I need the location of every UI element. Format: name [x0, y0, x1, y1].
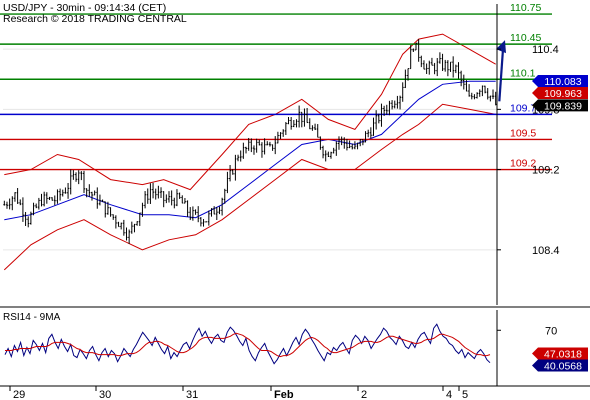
price-tag-last-bg: [532, 99, 588, 112]
forecast-arrow-head: [496, 40, 506, 54]
rsi-title: RSI14 - 9MA: [3, 312, 61, 323]
rsi-panel: 70: [4, 323, 557, 365]
level-label-110-45: 110.45: [510, 32, 541, 44]
chart-title: USD/JPY - 30min - 09:14:34 (CET): [3, 2, 166, 14]
price-tag-ma-label: 110.083: [544, 76, 581, 88]
rsi-tag-signal-label: 47.0318: [544, 349, 582, 361]
x-tick-label: Feb: [274, 389, 294, 400]
bollinger-bands: [3, 33, 496, 271]
candles: [3, 39, 497, 244]
rsi-tag-signal-bg: [532, 347, 588, 360]
price-tag-last-label: 109.839: [544, 100, 582, 112]
rsi-tag-rsi-label: 40.0568: [544, 361, 582, 373]
x-tick-label: 29: [13, 389, 25, 400]
level-label-109-5: 109.5: [510, 127, 536, 139]
price-tag-ma-bg: [532, 74, 588, 87]
x-tick-label: 2: [361, 389, 367, 400]
x-tick-label: 30: [99, 389, 111, 400]
y-tick-label: 108.4: [532, 245, 560, 257]
x-axis-labels: 29 30 31 Feb 2 4 5: [9, 386, 468, 400]
price-tag-bollinger-label: 109.963: [544, 88, 582, 100]
rsi-tag-rsi-bg: [532, 359, 588, 372]
x-tick-label: 4: [446, 389, 452, 400]
rsi-line: [4, 323, 491, 365]
level-label-109-2: 109.2: [510, 158, 536, 170]
level-label-110-1: 110.1: [510, 67, 536, 79]
price-tag-bollinger-bg: [532, 86, 588, 99]
y-tick-label: 110.4: [532, 44, 559, 56]
bollinger-lower-line: [3, 103, 496, 271]
y-tick-label: 109.2: [532, 165, 560, 177]
bollinger-upper-line: [4, 33, 496, 191]
forecast-arrow-shaft: [498, 49, 505, 102]
x-tick-label: 5: [462, 389, 468, 400]
rsi-signal-line: [5, 332, 491, 358]
chart-copyright: Research © 2018 TRADING CENTRAL: [3, 13, 187, 25]
rsi-tick-label: 70: [545, 325, 557, 337]
moving-average-line: [4, 80, 496, 221]
forecast-arrow: [496, 40, 506, 102]
x-tick-label: 31: [186, 389, 198, 400]
level-label-110-75: 110.75: [510, 2, 541, 14]
